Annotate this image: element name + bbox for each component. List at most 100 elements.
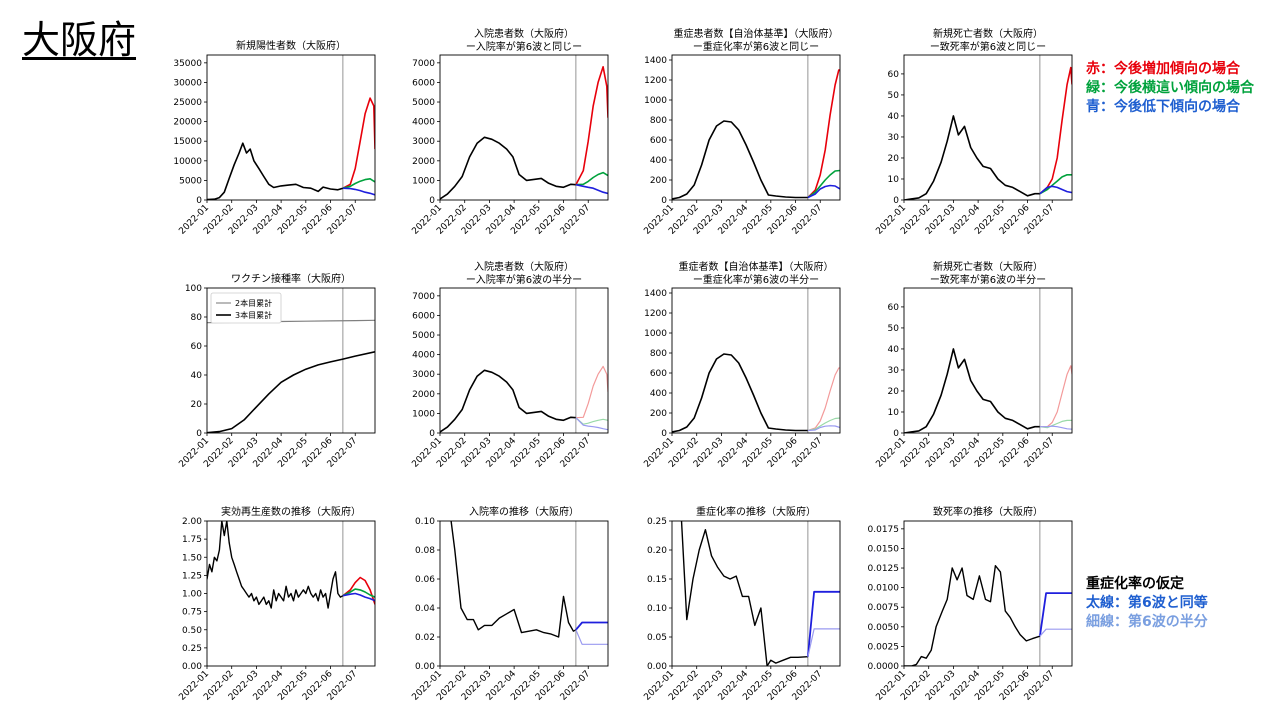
series-line-light_blue bbox=[807, 628, 840, 657]
y-tick-label: 0 bbox=[661, 196, 667, 206]
chart-title: ワクチン接種率（大阪府） bbox=[231, 272, 351, 285]
assumption-thick-line: 太線：第6波と同等 bbox=[1086, 595, 1208, 611]
y-tick-label: 0.06 bbox=[415, 575, 435, 585]
y-tick-label: 0.0100 bbox=[868, 584, 900, 594]
y-tick-label: 60 bbox=[888, 70, 900, 80]
series-line-light_red bbox=[575, 365, 608, 419]
plot-frame bbox=[206, 287, 376, 434]
y-tick-label: 25000 bbox=[173, 98, 202, 108]
y-tick-label: 0.0150 bbox=[868, 544, 900, 554]
y-tick-label: 0.0125 bbox=[868, 564, 900, 574]
chart-11: 重症化率の推移（大阪府）0.000.050.100.150.200.252022… bbox=[642, 505, 841, 703]
series-line-blue bbox=[1039, 185, 1072, 195]
y-tick-label: 1000 bbox=[644, 329, 667, 339]
y-tick-label: 1000 bbox=[412, 409, 435, 419]
series-line-blue bbox=[807, 590, 840, 657]
series-line-light_red bbox=[1039, 365, 1072, 428]
y-tick-label: 20 bbox=[888, 387, 900, 397]
chart-4: 新規死亡者数（大阪府）ー致死率が第6波と同じー01020304050602022… bbox=[874, 27, 1073, 237]
y-tick-label: 400 bbox=[650, 156, 667, 166]
y-tick-label: 0.10 bbox=[415, 517, 435, 527]
y-tick-label: 1.50 bbox=[182, 553, 202, 563]
assumption-heading: 重症化率の仮定 bbox=[1086, 576, 1184, 592]
chart-title: 新規陽性者数（大阪府） bbox=[236, 39, 346, 52]
y-tick-label: 0.75 bbox=[182, 608, 202, 618]
y-tick-label: 2000 bbox=[412, 390, 435, 400]
scenario-legend-blue: 青：今後低下傾向の場合 bbox=[1086, 99, 1240, 115]
y-tick-label: 20 bbox=[888, 154, 900, 164]
legend-label: 3本目累計 bbox=[235, 310, 272, 320]
y-tick-label: 3000 bbox=[412, 137, 435, 147]
y-tick-label: 0.10 bbox=[647, 604, 667, 614]
y-tick-label: 0.04 bbox=[415, 604, 435, 614]
y-tick-label: 50 bbox=[888, 91, 900, 101]
series-line-blue bbox=[575, 621, 608, 631]
series-line-red bbox=[342, 97, 375, 189]
chart-12: 致死率の推移（大阪府） 0.0000 0.0025 0.0050 0.0075 0.010… bbox=[868, 505, 1073, 703]
y-tick-label: 0.08 bbox=[415, 546, 435, 556]
y-tick-label: 1.75 bbox=[182, 535, 202, 545]
y-tick-label: 6000 bbox=[412, 78, 435, 88]
y-tick-label: 7000 bbox=[412, 292, 435, 302]
y-tick-label: 80 bbox=[191, 313, 203, 323]
y-tick-label: 60 bbox=[191, 342, 203, 352]
y-tick-label: 1.00 bbox=[182, 590, 202, 600]
chart-title: 入院率の推移（大阪府） bbox=[469, 505, 579, 518]
chart-title: 実効再生産数の推移（大阪府） bbox=[221, 505, 361, 518]
page-title: 大阪府 bbox=[22, 18, 137, 62]
y-tick-label: 10 bbox=[888, 408, 900, 418]
series-line-black bbox=[672, 120, 808, 200]
chart-subtitle: ー重症化率が第6波の半分ー bbox=[693, 273, 819, 286]
series-line-light_green bbox=[1039, 419, 1072, 429]
series-line-black bbox=[680, 521, 808, 666]
y-tick-label: 20000 bbox=[173, 118, 202, 128]
y-tick-label: 0.00 bbox=[415, 662, 435, 672]
y-tick-label: 1400 bbox=[644, 289, 667, 299]
y-tick-label: 1200 bbox=[644, 309, 667, 319]
series-line-green bbox=[807, 169, 840, 199]
plot-frame bbox=[439, 287, 609, 434]
series-line-blue bbox=[342, 592, 375, 602]
chart-6: 入院患者数（大阪府）ー入院率が第6波の半分ー 0 1000 2000 3000 4000 5… bbox=[410, 260, 609, 470]
scenario-legend: 赤：今後増加傾向の場合 緑：今後横這い傾向の場合 青：今後低下傾向の場合 bbox=[1086, 60, 1254, 117]
y-tick-label: 0.05 bbox=[647, 633, 667, 643]
series-line-light_green bbox=[807, 417, 840, 432]
y-tick-label: 5000 bbox=[412, 98, 435, 108]
y-tick-label: 40 bbox=[888, 345, 900, 355]
series-line-black bbox=[207, 351, 375, 433]
y-tick-label: 40 bbox=[888, 112, 900, 122]
y-tick-label: 50 bbox=[888, 324, 900, 334]
y-tick-label: 60 bbox=[888, 303, 900, 313]
chart-title: 重症患者数【自治体基準】（大阪府） bbox=[674, 27, 839, 40]
series-line-black bbox=[904, 115, 1040, 200]
chart-subtitle: ー致死率が第6波の半分ー bbox=[930, 273, 1046, 286]
series-line-light_blue bbox=[575, 629, 608, 645]
series-line-blue bbox=[1039, 592, 1072, 637]
y-tick-label: 30000 bbox=[173, 78, 202, 88]
series-line-blue bbox=[342, 187, 375, 196]
chart-title: 重症者数【自治体基準】（大阪府） bbox=[679, 260, 834, 273]
chart-7: 重症者数【自治体基準】（大阪府）ー重症化率が第6波の半分ー 0 200 400 600 8… bbox=[642, 260, 841, 470]
y-tick-label: 2.00 bbox=[182, 517, 202, 527]
y-tick-label: 4000 bbox=[412, 351, 435, 361]
y-tick-label: 600 bbox=[650, 369, 667, 379]
plot-frame bbox=[206, 520, 376, 667]
y-tick-label: 1.25 bbox=[182, 571, 202, 581]
y-tick-label: 0.0000 bbox=[868, 662, 900, 672]
y-tick-label: 0.0175 bbox=[868, 525, 900, 535]
y-tick-label: 0.02 bbox=[415, 633, 435, 643]
chart-9: 実効再生産数の推移（大阪府） 0.00 0.25 0.50 0.75 1.00 1.25 1.… bbox=[177, 505, 376, 703]
series-line-blue bbox=[807, 184, 840, 199]
series-line-red bbox=[575, 66, 608, 186]
y-tick-label: 600 bbox=[650, 136, 667, 146]
series-line-light_blue bbox=[1039, 628, 1072, 637]
legend-label: 2本目累計 bbox=[235, 298, 272, 308]
series-line-red bbox=[342, 576, 375, 605]
series-line-green bbox=[342, 178, 375, 189]
series-line-black bbox=[440, 369, 576, 433]
chart-3: 重症患者数【自治体基準】（大阪府）ー重症化率が第6波と同じー 0 200 400 600… bbox=[642, 27, 841, 237]
y-tick-label: 0 bbox=[196, 429, 202, 439]
plot-frame bbox=[671, 54, 841, 201]
chart-title: 致死率の推移（大阪府） bbox=[933, 505, 1043, 518]
